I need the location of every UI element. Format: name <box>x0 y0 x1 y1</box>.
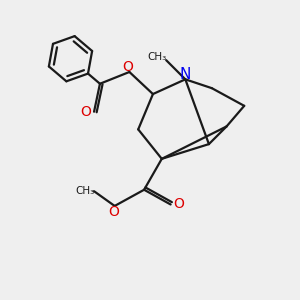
Text: O: O <box>122 60 134 74</box>
Text: N: N <box>180 68 191 82</box>
Text: CH₃: CH₃ <box>148 52 167 62</box>
Text: O: O <box>80 105 91 119</box>
Text: CH₃: CH₃ <box>76 186 95 196</box>
Text: O: O <box>173 197 184 212</box>
Text: O: O <box>108 205 118 219</box>
